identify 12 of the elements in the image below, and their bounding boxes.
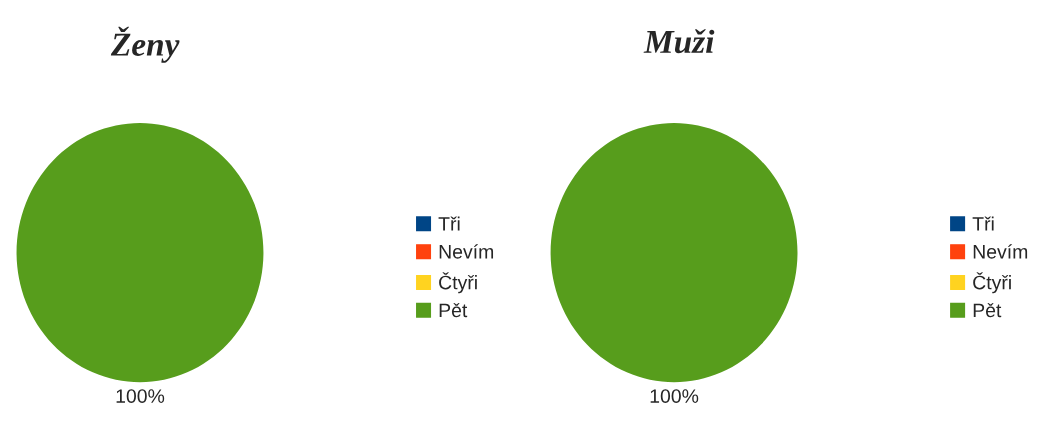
legend-label: Čtyři: [439, 272, 477, 294]
chart-title: Muži: [643, 29, 715, 54]
legend-label: Nevím: [439, 244, 494, 259]
data-label: 100%: [650, 389, 699, 404]
data-label: 100%: [116, 389, 165, 404]
legend-label: Čtyři: [973, 272, 1011, 294]
legend-label: Pět: [439, 302, 468, 318]
chart-title: Ženy: [110, 26, 180, 63]
legend-label: Tři: [438, 216, 460, 231]
legend-label: Pět: [973, 302, 1002, 318]
legend-label: Nevím: [973, 244, 1028, 259]
legend-label: Tři: [972, 216, 994, 231]
